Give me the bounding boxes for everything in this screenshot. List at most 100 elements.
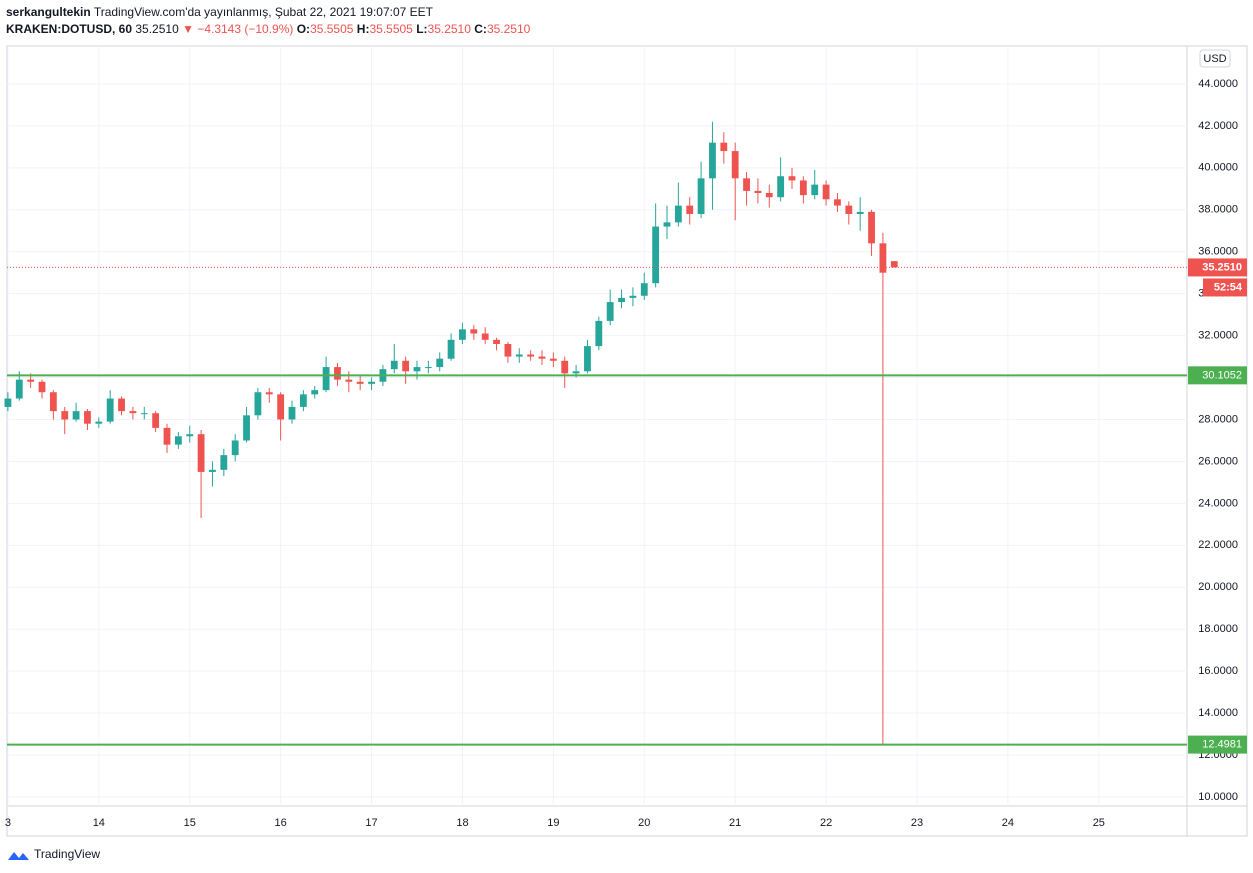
y-tick-label: 24.0000 xyxy=(1198,497,1238,509)
candle-body xyxy=(243,415,250,441)
candle-body xyxy=(447,339,455,359)
candle-body xyxy=(334,367,341,380)
ohlc-label: C: xyxy=(474,22,487,36)
candle-body xyxy=(606,302,614,321)
y-tick-label: 18.0000 xyxy=(1198,623,1238,635)
candle-body xyxy=(15,379,23,399)
candle-body xyxy=(731,151,739,179)
candle-body xyxy=(822,184,830,200)
candle-body xyxy=(629,295,637,298)
candle-body xyxy=(459,329,466,340)
ohlc-value: 35.5505 xyxy=(369,22,413,36)
price-label: 30.1052 xyxy=(1202,369,1242,381)
candle-body xyxy=(152,413,160,428)
candle-body xyxy=(49,392,57,412)
candle-body xyxy=(311,390,319,395)
candle-body xyxy=(470,329,478,334)
candle-body xyxy=(186,434,194,437)
candle-body xyxy=(538,356,546,359)
x-tick-label: 22 xyxy=(820,817,832,829)
candle-body xyxy=(345,379,353,382)
candle-body xyxy=(140,413,148,415)
y-tick-label: 38.0000 xyxy=(1198,204,1238,216)
candle-body xyxy=(174,436,182,445)
candle-body xyxy=(288,406,296,420)
candle-body xyxy=(788,176,796,181)
y-tick-label: 14.0000 xyxy=(1198,707,1238,719)
candle-body xyxy=(27,379,35,382)
x-tick-label: 23 xyxy=(911,817,923,829)
candle-body xyxy=(868,211,875,244)
y-tick-label: 28.0000 xyxy=(1198,413,1238,425)
x-tick-label: 17 xyxy=(365,817,377,829)
candle-body xyxy=(754,190,762,194)
logo-icon xyxy=(8,852,29,860)
candle-body xyxy=(118,398,125,412)
candle-body xyxy=(368,381,375,384)
change: ▼ −4.3143 (−10.9%) xyxy=(182,22,294,36)
candle-body xyxy=(572,371,580,374)
y-tick-label: 16.0000 xyxy=(1198,665,1238,677)
candle-body xyxy=(890,261,898,268)
x-tick-label: 24 xyxy=(1002,817,1014,829)
candle-body xyxy=(527,354,535,357)
candle-body xyxy=(709,142,716,179)
header-line-2: KRAKEN:DOTUSD, 60 35.2510 ▼ −4.3143 (−10… xyxy=(6,21,530,38)
candle-body xyxy=(61,411,69,420)
candle-body xyxy=(220,455,228,470)
ohlc-label: O: xyxy=(296,22,311,36)
candle-body xyxy=(799,180,807,196)
candle-body xyxy=(504,344,512,357)
price-label: 12.4981 xyxy=(1202,739,1242,751)
x-tick-label: 15 xyxy=(184,817,196,829)
brand: TradingView xyxy=(34,847,100,861)
candle-body xyxy=(652,226,660,284)
candle-body xyxy=(640,283,648,296)
candle-body xyxy=(493,339,500,345)
y-tick-label: 20.0000 xyxy=(1198,581,1238,593)
candle-body xyxy=(356,381,364,384)
price-label-box xyxy=(1188,735,1247,754)
x-tick-label: 21 xyxy=(729,817,741,829)
y-tick-label: 32.0000 xyxy=(1198,330,1238,342)
y-tick-label: 36.0000 xyxy=(1198,246,1238,258)
y-tick-label: 22.0000 xyxy=(1198,539,1238,551)
x-tick-label: 16 xyxy=(275,817,287,829)
candle-body xyxy=(663,222,671,227)
y-tick-label: 44.0000 xyxy=(1198,78,1238,90)
ohlc-label: H: xyxy=(356,22,370,36)
symbol: KRAKEN:DOTUSD, 60 xyxy=(6,22,133,36)
chart-frame xyxy=(6,45,1248,837)
candle-body xyxy=(4,398,12,407)
ohlc-value: 35.2510 xyxy=(427,22,471,36)
candle-body xyxy=(811,184,819,196)
candle-body xyxy=(697,178,705,214)
y-tick-label: 26.0000 xyxy=(1198,455,1238,467)
x-tick-label: 20 xyxy=(638,817,650,829)
candle-body xyxy=(777,176,785,198)
candle-body xyxy=(413,367,421,372)
candle-body xyxy=(322,367,330,391)
candle-body xyxy=(845,205,853,214)
author: serkangultekin xyxy=(6,5,91,19)
candle-body xyxy=(720,142,728,152)
candle-body xyxy=(129,411,137,414)
candle-body xyxy=(390,360,398,370)
x-tick-label: 3 xyxy=(5,817,11,829)
ohlc-label: L: xyxy=(416,22,428,36)
candle-body xyxy=(299,394,307,407)
candle-body xyxy=(481,333,489,340)
footer-logo: TradingView xyxy=(8,847,100,861)
candle-body xyxy=(879,243,887,273)
y-tick-label: 42.0000 xyxy=(1198,120,1238,132)
candle-body xyxy=(277,394,285,420)
y-tick-label: 40.0000 xyxy=(1198,162,1238,174)
candle-body xyxy=(231,440,239,456)
price-label-box xyxy=(1188,258,1247,277)
price-label: 35.2510 xyxy=(1202,261,1242,273)
currency: USD xyxy=(1203,53,1226,65)
candle-body xyxy=(584,346,591,372)
candle-body xyxy=(197,434,205,472)
candle-body xyxy=(163,427,171,445)
